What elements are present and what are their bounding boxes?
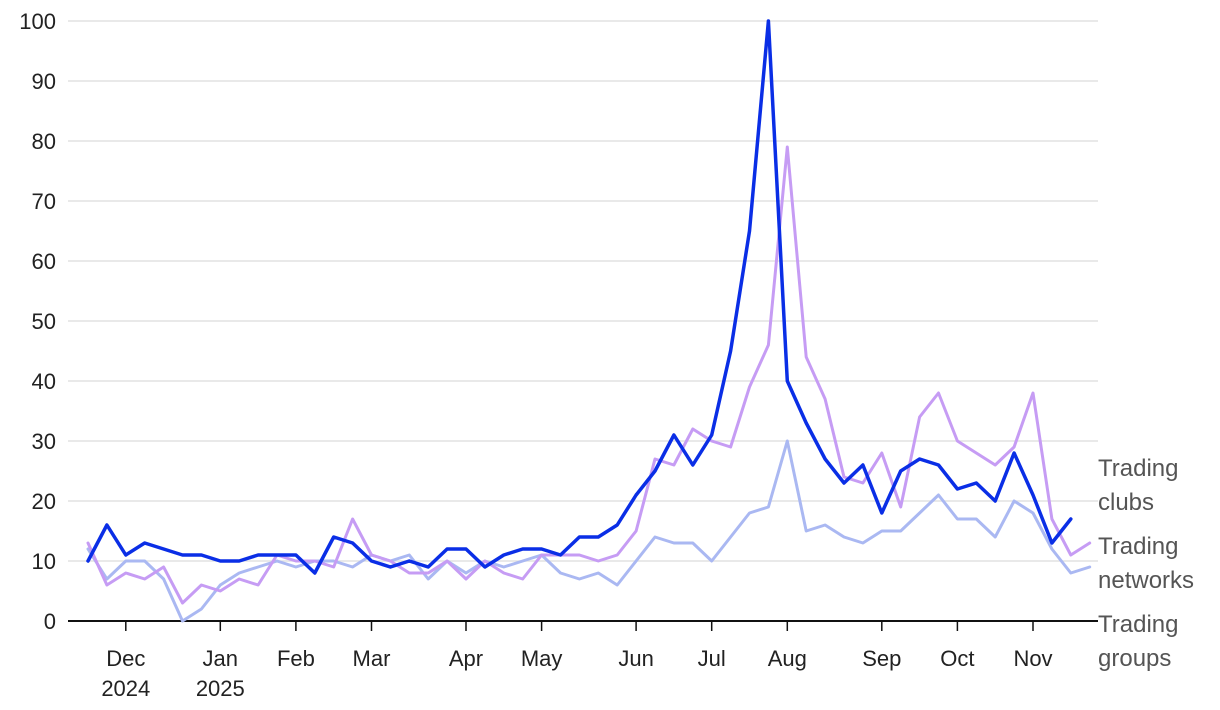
y-tick-label: 20: [32, 489, 56, 514]
x-tick-label: Jul: [698, 646, 726, 671]
x-tick-label: Aug: [768, 646, 807, 671]
series-line-trading-clubs: [86, 19, 1073, 575]
series-label-trading-groups: Trading groups: [1098, 611, 1178, 672]
series-line-trading-networks: [86, 145, 1092, 605]
x-tick-label: Nov: [1013, 646, 1052, 671]
series-line-trading-groups: [86, 439, 1092, 623]
y-tick-label: 50: [32, 309, 56, 334]
x-tick-label: Oct: [940, 646, 974, 671]
series-label-line: networks: [1098, 567, 1194, 594]
series-label-trading-clubs: Trading clubs: [1098, 455, 1178, 516]
series-label-line: Trading: [1098, 455, 1178, 482]
y-tick-label: 100: [19, 9, 56, 34]
x-tick-label: Feb: [277, 646, 315, 671]
x-tick-label: Apr: [449, 646, 483, 671]
x-tick-label: Mar: [353, 646, 391, 671]
x-tick-label: Sep: [862, 646, 901, 671]
series-lines: [86, 19, 1092, 623]
y-tick-label: 30: [32, 429, 56, 454]
series-label-line: groups: [1098, 645, 1171, 672]
x-tick-label: Jan: [203, 646, 238, 671]
series-labels: Trading groups Trading networks Trading clubs: [1098, 455, 1194, 672]
y-tick-label: 40: [32, 369, 56, 394]
series-label-line: Trading: [1098, 533, 1178, 560]
y-tick-label: 0: [44, 609, 56, 634]
y-tick-label: 10: [32, 549, 56, 574]
y-axis-tick-labels: 0 10 20 30 40 50 60 70 80 90 100: [19, 9, 56, 634]
x-tick-label: Jun: [618, 646, 653, 671]
x-tick-label: Dec: [106, 646, 145, 671]
y-tick-label: 70: [32, 189, 56, 214]
x-axis: Dec 2024 Jan 2025 Feb Mar Apr May Jun Jul Aug Sep Oc…: [68, 620, 1098, 701]
series-label-line: clubs: [1098, 489, 1154, 516]
gridlines: [68, 20, 1098, 562]
x-tick-label: 2024: [101, 676, 150, 701]
x-tick-label: May: [521, 646, 563, 671]
series-label-line: Trading: [1098, 611, 1178, 638]
series-label-trading-networks: Trading networks: [1098, 533, 1194, 594]
y-tick-label: 60: [32, 249, 56, 274]
x-tick-label: 2025: [196, 676, 245, 701]
y-tick-label: 90: [32, 69, 56, 94]
y-tick-label: 80: [32, 129, 56, 154]
